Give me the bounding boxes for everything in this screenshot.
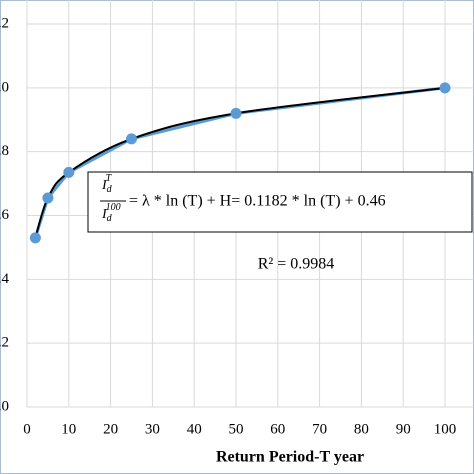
x-tick-label: 40 [187, 421, 202, 437]
x-tick-label: 50 [229, 421, 244, 437]
point [230, 107, 242, 119]
y-tick-label: 0.2 [0, 335, 9, 351]
eq-den-sub: d [107, 213, 113, 224]
x-tick-label: 10 [61, 421, 76, 437]
y-tick-label: 0.0 [0, 398, 9, 414]
equation: IdT Id100 = λ * ln (T) + H= 0.1182 * ln … [100, 173, 386, 224]
eq-num-base: I [101, 178, 108, 193]
x-tick-label: 20 [103, 421, 118, 437]
x-tick-label: 80 [354, 421, 369, 437]
x-tick-label: 90 [396, 421, 411, 437]
eq-rhs: = λ * ln (T) + H= 0.1182 * ln (T) + 0.46 [129, 193, 386, 210]
x-axis-title: Return Period-T year [216, 449, 364, 466]
y-tick-label: 0.6 [0, 207, 10, 223]
x-tick-label: 100 [434, 421, 457, 437]
eq-num-sup: T [106, 173, 113, 184]
x-tick-label: 60 [270, 421, 285, 437]
point [42, 192, 54, 204]
x-tick-label: 70 [312, 421, 327, 437]
y-tick-label: 1.2 [0, 15, 9, 31]
point [439, 82, 451, 94]
point [29, 232, 41, 244]
equation-box [87, 171, 473, 233]
point [63, 166, 75, 178]
y-tick-label: 0.8 [0, 143, 9, 159]
eq-den-sup: 100 [106, 202, 121, 213]
x-tick-label: 0 [23, 421, 31, 437]
point [126, 133, 137, 145]
eq-den-base: I [101, 207, 108, 222]
eq-num: IdT [101, 173, 113, 195]
eq-num-sub: d [107, 184, 113, 195]
eq-den: Id100 [101, 202, 121, 224]
x-tick-label: 30 [145, 421, 160, 437]
y-tick-label: 1.0 [0, 79, 9, 95]
r-squared: R² = 0.9984 [258, 256, 335, 273]
y-tick-label: 0.4 [0, 271, 10, 287]
marks [29, 82, 451, 244]
